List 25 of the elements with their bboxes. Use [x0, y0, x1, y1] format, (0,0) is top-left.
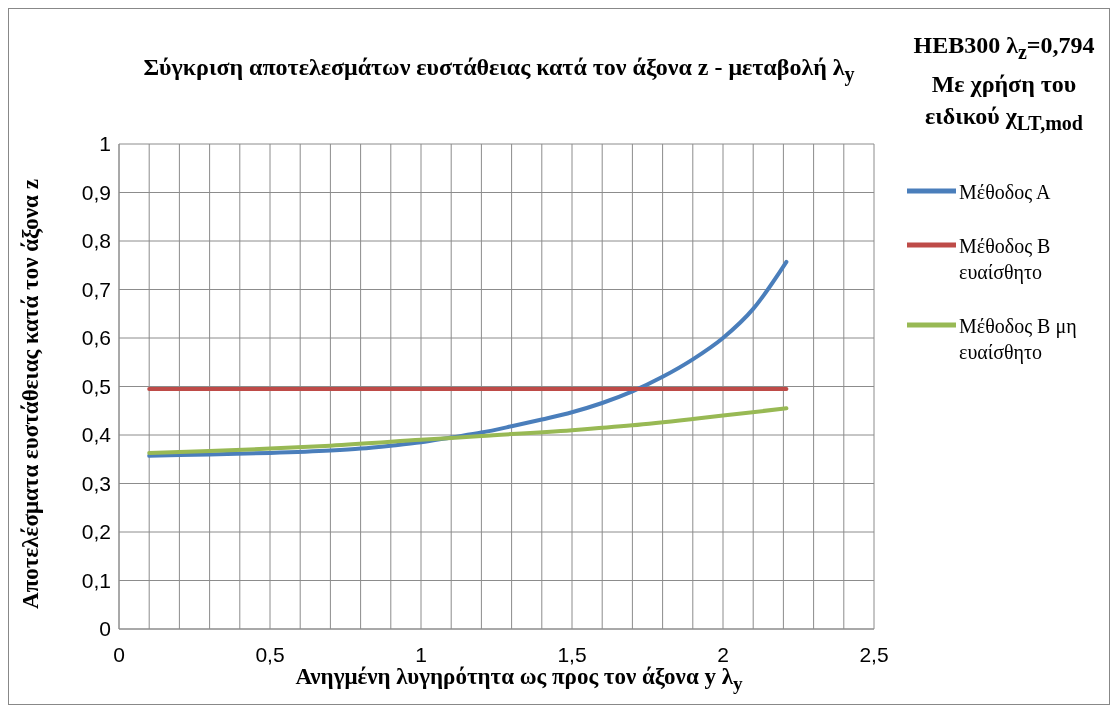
line-series — [147, 259, 789, 458]
legend-label: Μέθοδος Β ευαίσθητο — [959, 233, 1052, 285]
chart-title: Σύγκριση αποτελεσμάτων ευστάθειας κατά τον άξονα z - μεταβολή λ$_{y}$ — [143, 54, 855, 85]
y-tick-label: 0,1 — [81, 568, 111, 592]
y-tick-label: 0,5 — [81, 374, 111, 398]
y-tick-label: 0,4 — [81, 423, 112, 447]
legend-label: Μέθοδος Α — [959, 179, 1052, 205]
y-tick-label: 0 — [99, 617, 111, 641]
x-tick-label: 1 — [415, 642, 427, 666]
y-axis-title: Αποτελέσματα ευστάθειας κατά τον άξονα z — [18, 179, 43, 609]
x-tick-label: 0,5 — [255, 642, 285, 666]
legend-title: HEB300 λ$_{z}$=0,794 Με χρήση του ειδικού χ$_{LT,mod}$ — [913, 32, 1095, 134]
y-tick-label: 0,3 — [81, 471, 111, 495]
y-tick-label: 0,9 — [81, 180, 111, 204]
x-tick-label: 2 — [717, 642, 729, 666]
line-series — [147, 406, 789, 455]
x-axis-title: Ανηγμένη λυγηρότητα ως προς τον άξονα y λ$_{y}$ — [295, 664, 743, 694]
x-tick-label: 2,5 — [859, 642, 889, 666]
y-tick-label: 1 — [99, 132, 111, 156]
y-tick-label: 0,2 — [81, 520, 111, 544]
y-tick-label: 0,7 — [81, 277, 111, 301]
y-tick-label: 0,6 — [81, 326, 111, 350]
x-tick-label: 1,5 — [557, 642, 587, 666]
legend-label: Μέθοδος Β μη ευαίσθητο — [959, 313, 1078, 365]
y-tick-label: 0,8 — [81, 229, 111, 253]
